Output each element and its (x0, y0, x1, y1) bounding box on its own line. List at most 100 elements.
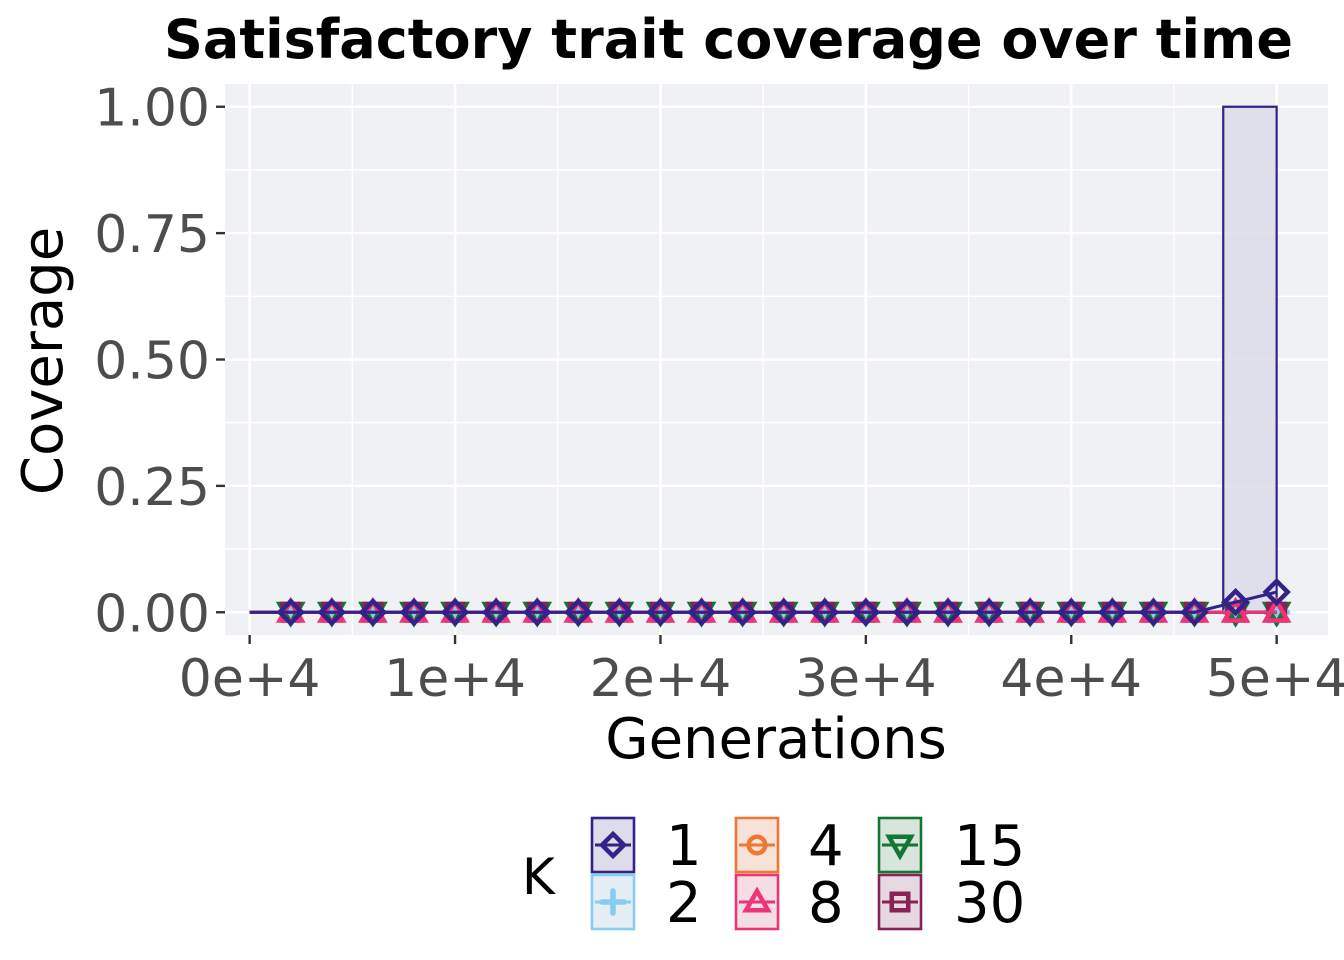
y-tick-label: 1.00 (94, 79, 210, 139)
x-tick-label: 4e+4 (1000, 649, 1142, 709)
legend-entry-15: 15 (877, 814, 1025, 879)
data-point (892, 598, 922, 627)
data-point (440, 598, 470, 627)
marker-shape (728, 598, 757, 627)
marker-shape (851, 598, 881, 627)
axes: 0e+4 1e+4 2e+4 3e+4 4e+4 5e+4 0.00 0.25 0.50 0.75… (94, 79, 1344, 709)
marker-shape (358, 598, 388, 627)
x-tick-label: 5e+4 (1206, 649, 1344, 709)
y-tick-label: 0.50 (94, 332, 210, 392)
marker-shape (889, 891, 911, 913)
data-point (358, 598, 388, 627)
confidence-ribbon (1222, 105, 1278, 614)
y-tick-label: 0.00 (94, 584, 210, 644)
marker-shape (481, 598, 511, 627)
x-tick-label: 3e+4 (795, 649, 937, 709)
ribbon-layer (1222, 105, 1278, 614)
legend-title: K (522, 848, 556, 906)
marker-shape (276, 598, 305, 627)
legend-entry-4: 4 (734, 814, 844, 879)
marker-shape (974, 598, 1004, 627)
legend-entry-2: 2 (590, 871, 702, 936)
data-point (481, 598, 511, 627)
data-point (810, 598, 839, 627)
marker-shape (742, 886, 772, 913)
marker-shape (1262, 577, 1291, 607)
marker-shape (317, 598, 346, 627)
data-point (1057, 598, 1086, 627)
legend-marker (885, 834, 915, 861)
marker-shape (1261, 596, 1292, 623)
marker-shape (1180, 598, 1209, 627)
data-point (687, 598, 716, 627)
x-axis-title: Generations (605, 707, 947, 772)
data-point (769, 598, 798, 627)
legend-label: 8 (808, 871, 844, 936)
legend-label: 4 (808, 814, 844, 879)
marker-shape (646, 598, 675, 627)
y-axis-title: Coverage (11, 227, 76, 495)
legend-entry-30: 30 (877, 871, 1025, 936)
data-point (276, 598, 305, 627)
x-tick-label: 1e+4 (384, 649, 526, 709)
legend-marker (746, 834, 768, 856)
marker-shape (687, 598, 716, 627)
data-point (646, 598, 675, 627)
data-point (1098, 598, 1127, 627)
marker-shape (933, 598, 963, 627)
data-point (399, 598, 429, 627)
x-tick-label: 2e+4 (590, 649, 732, 709)
data-point (317, 598, 346, 627)
x-tick-label: 0e+4 (179, 649, 321, 709)
marker-shape (1220, 596, 1251, 623)
data-point (523, 598, 552, 627)
marker-shape (440, 598, 470, 627)
series-1 (249, 577, 1291, 627)
marker-shape (564, 598, 593, 627)
data-point (1139, 598, 1168, 627)
data-point (1180, 598, 1209, 627)
marker-shape (523, 598, 552, 627)
legend-marker (742, 886, 772, 913)
data-point (564, 598, 593, 627)
data-point (851, 598, 881, 627)
legend-label: 30 (954, 871, 1025, 936)
legend-entry-1: 1 (590, 814, 702, 879)
data-point (728, 598, 757, 627)
y-tick-label: 0.25 (94, 458, 210, 518)
legend-entry-8: 8 (734, 871, 844, 936)
data-point (605, 598, 634, 627)
marker-shape (1221, 587, 1250, 617)
marker-shape (810, 598, 839, 627)
data-point (1220, 596, 1251, 623)
data-point (1015, 598, 1045, 627)
chart-title: Satisfactory trait coverage over time (164, 8, 1293, 71)
marker-shape (598, 830, 628, 860)
legend-label: 15 (954, 814, 1025, 879)
legend-marker (598, 830, 628, 860)
series-layer (249, 577, 1292, 628)
data-point (1221, 587, 1250, 617)
marker-shape (892, 598, 922, 627)
legend-label: 1 (666, 814, 702, 879)
series-line (249, 590, 1278, 614)
y-tick-label: 0.75 (94, 205, 210, 265)
marker-shape (769, 598, 798, 627)
marker-shape (1057, 598, 1086, 627)
data-point (933, 598, 963, 627)
data-point (1262, 577, 1291, 607)
marker-shape (399, 598, 429, 627)
marker-shape (885, 834, 915, 861)
marker-shape (746, 834, 768, 856)
data-point (974, 598, 1004, 627)
marker-shape (1015, 598, 1045, 627)
legend-marker (889, 891, 911, 913)
legend-label: 2 (666, 871, 702, 936)
marker-shape (1139, 598, 1168, 627)
legend-marker (599, 888, 627, 916)
data-point (1261, 596, 1292, 623)
marker-shape (1098, 598, 1127, 627)
marker-shape (605, 598, 634, 627)
